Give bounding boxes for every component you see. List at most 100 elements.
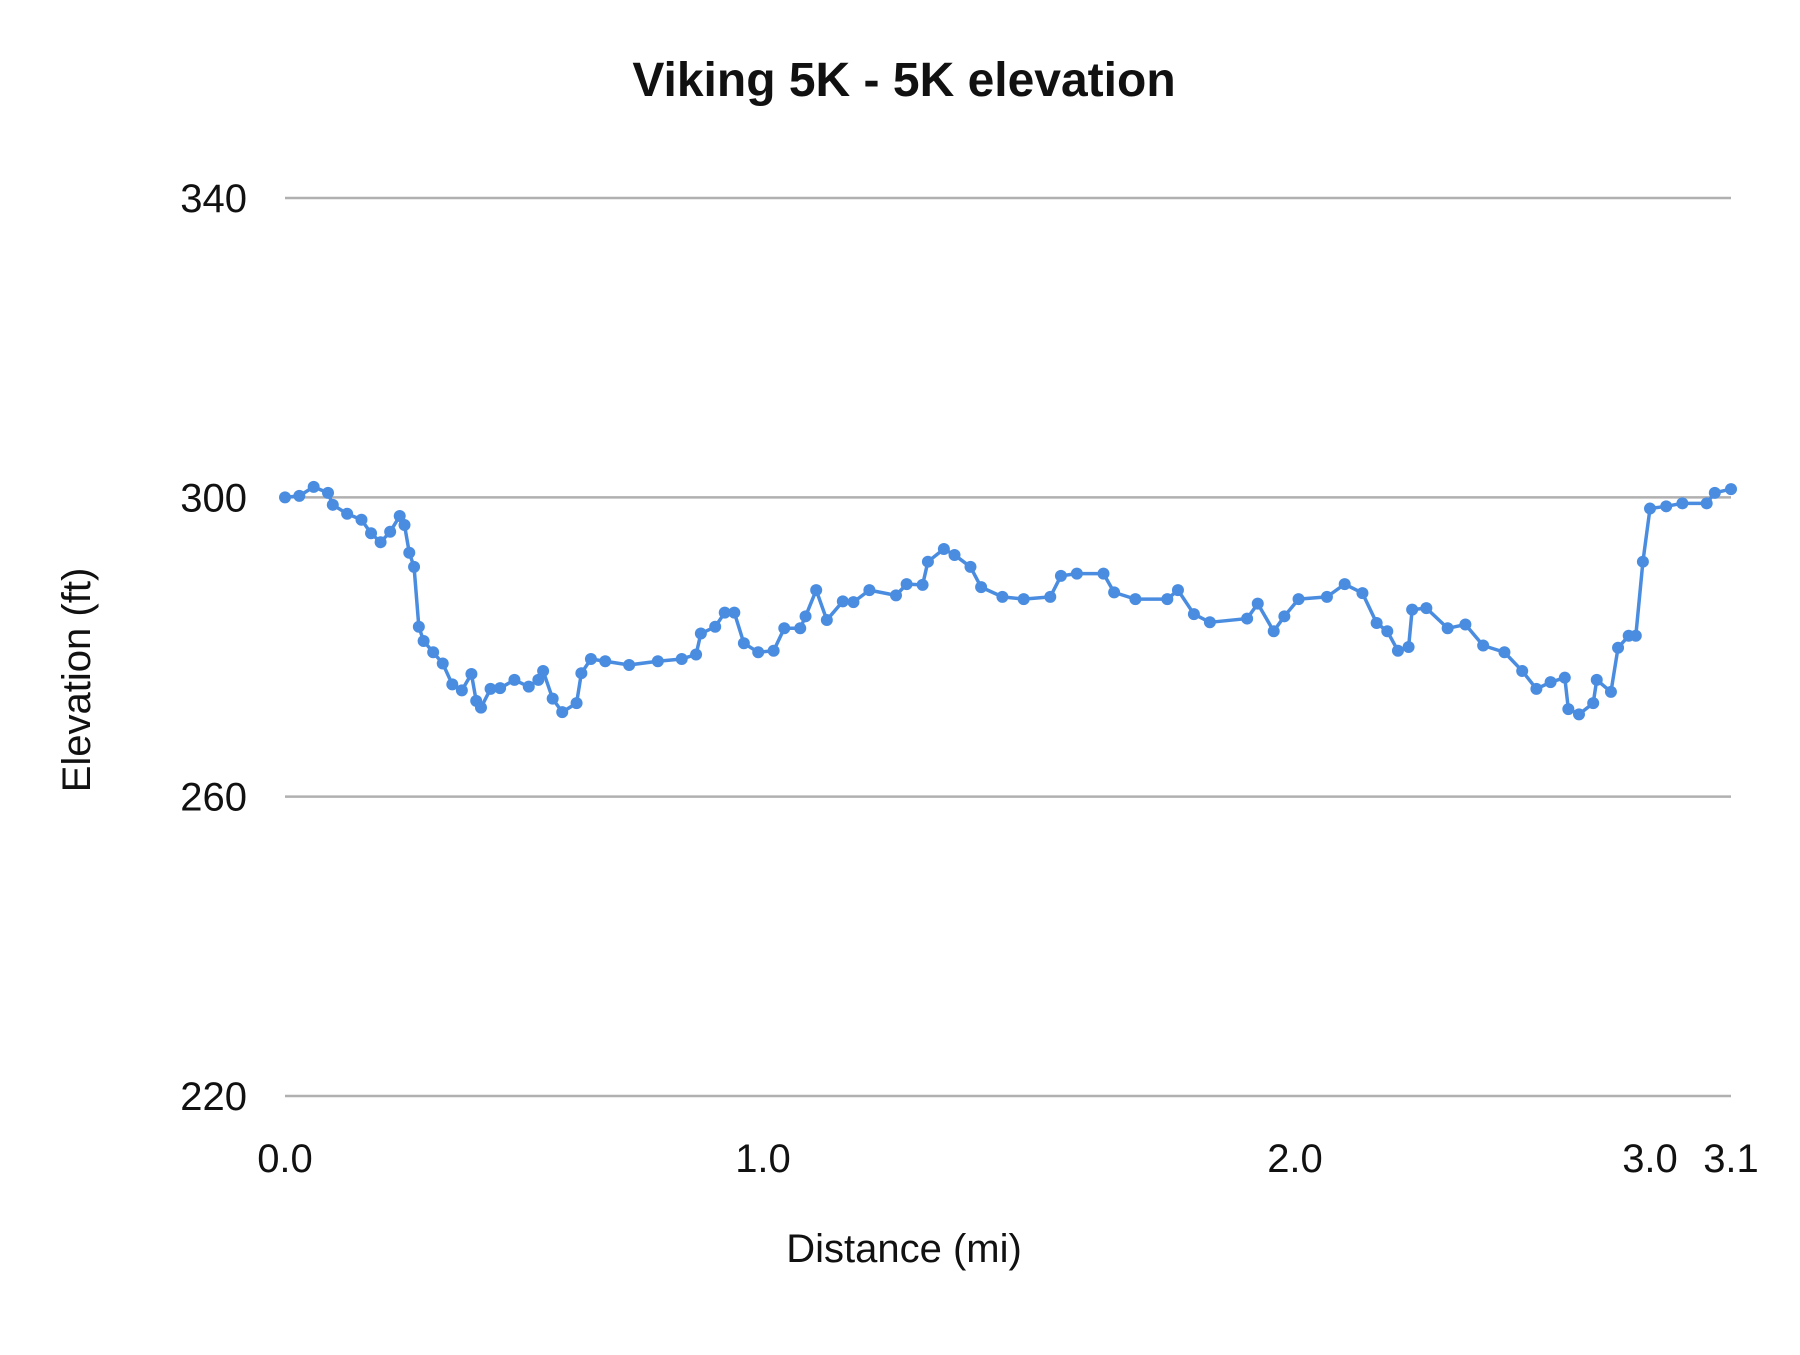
- data-point: [1070, 567, 1083, 580]
- data-point: [341, 507, 354, 520]
- data-point: [863, 584, 876, 597]
- data-point: [465, 667, 478, 680]
- data-point: [675, 652, 688, 665]
- data-point: [570, 697, 583, 710]
- data-point: [417, 635, 430, 648]
- data-point: [937, 542, 950, 555]
- data-point: [964, 560, 977, 573]
- data-point: [794, 622, 807, 635]
- data-point: [427, 646, 440, 659]
- data-point: [1604, 685, 1617, 698]
- data-point: [1320, 590, 1333, 603]
- data-point: [1477, 639, 1490, 652]
- y-tick-labels: 340 300 260 220: [180, 177, 247, 1119]
- data-point: [1017, 593, 1030, 606]
- data-point: [1700, 497, 1713, 510]
- data-point: [1558, 671, 1571, 684]
- data-point: [916, 578, 929, 591]
- data-point: [1590, 673, 1603, 686]
- series-line: [284, 485, 1732, 717]
- data-point: [326, 498, 339, 511]
- data-point: [1612, 641, 1625, 654]
- data-point: [1660, 500, 1673, 513]
- data-point: [546, 692, 559, 705]
- data-point: [537, 664, 550, 677]
- data-point: [556, 706, 569, 719]
- data-point: [799, 610, 812, 623]
- data-point: [623, 658, 636, 671]
- data-point: [584, 652, 597, 665]
- data-point: [403, 546, 416, 559]
- data-point: [412, 620, 425, 633]
- data-point: [1391, 644, 1404, 657]
- data-point: [1644, 502, 1656, 515]
- x-tick-labels: 0.0 1.0 2.0 3.0 3.1: [257, 1137, 1759, 1181]
- data-point: [355, 513, 368, 526]
- data-point: [820, 614, 833, 627]
- data-point: [599, 655, 612, 668]
- data-point: [384, 525, 397, 538]
- data-point: [1381, 625, 1394, 638]
- data-point: [921, 555, 934, 568]
- data-point: [728, 606, 741, 619]
- data-point: [436, 657, 449, 670]
- data-point: [836, 595, 849, 608]
- data-point: [1573, 708, 1585, 721]
- data-point: [1402, 641, 1415, 653]
- data-point: [1129, 593, 1142, 606]
- y-axis-title: Elevation (ft): [55, 568, 99, 793]
- data-point: [752, 646, 765, 659]
- y-tick-label: 300: [180, 476, 247, 520]
- data-point: [484, 682, 497, 695]
- data-point: [1406, 603, 1419, 616]
- y-tick-label: 260: [180, 776, 247, 820]
- data-point: [1161, 593, 1174, 606]
- data-point: [1516, 664, 1529, 677]
- gridlines: [285, 196, 1731, 1098]
- data-point: [778, 622, 791, 635]
- data-point: [575, 667, 588, 680]
- data-point: [900, 578, 913, 591]
- y-tick-label: 340: [180, 177, 247, 221]
- data-point: [393, 510, 406, 523]
- data-point: [1108, 586, 1121, 599]
- data-point: [1278, 610, 1291, 623]
- data-point: [1054, 569, 1067, 582]
- data-point: [1203, 616, 1216, 629]
- x-tick-label: 2.0: [1267, 1137, 1323, 1181]
- data-point: [1292, 593, 1305, 606]
- x-tick-label: 0.0: [257, 1137, 313, 1181]
- data-point: [408, 560, 421, 573]
- data-point: [474, 701, 487, 714]
- data-point: [996, 590, 1009, 603]
- data-point: [890, 589, 902, 602]
- data-point: [508, 673, 521, 686]
- data-point: [1708, 486, 1721, 499]
- data-point: [1562, 703, 1575, 716]
- data-point: [374, 536, 387, 549]
- data-point: [651, 655, 664, 668]
- data-point: [810, 584, 823, 597]
- x-tick-label: 3.0: [1622, 1137, 1678, 1181]
- data-point: [1530, 682, 1543, 695]
- data-point: [1441, 622, 1454, 635]
- data-point: [1356, 587, 1369, 600]
- y-tick-label: 220: [180, 1075, 247, 1119]
- data-point: [532, 673, 545, 686]
- data-point: [1676, 497, 1689, 510]
- x-tick-label: 3.1: [1703, 1137, 1759, 1181]
- data-point: [690, 648, 703, 661]
- data-point: [307, 480, 320, 493]
- data-point: [709, 620, 722, 633]
- data-point: [1187, 608, 1200, 621]
- data-point: [522, 680, 535, 693]
- data-point: [322, 486, 335, 499]
- data-point: [446, 678, 459, 691]
- data-point: [494, 682, 507, 695]
- data-point: [1044, 590, 1057, 603]
- data-point: [1241, 612, 1254, 625]
- data-point: [737, 637, 750, 650]
- data-point: [694, 627, 707, 640]
- data-point: [1629, 629, 1642, 642]
